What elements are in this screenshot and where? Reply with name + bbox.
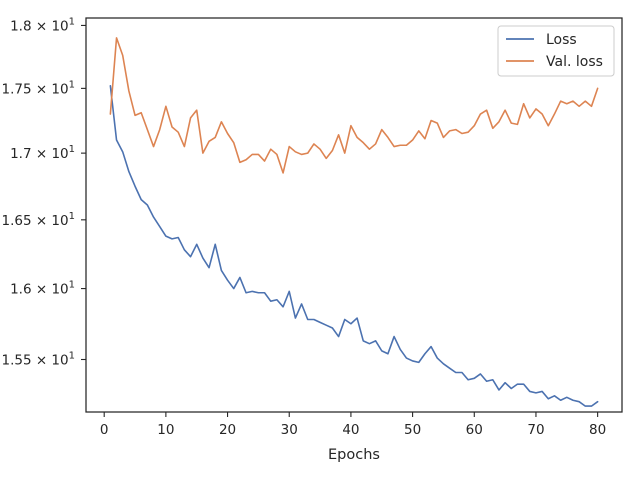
y-tick-label: 1.75 × 101 — [1, 79, 75, 97]
legend-label: Val. loss — [546, 54, 603, 70]
x-axis-label: Epochs — [328, 447, 380, 463]
x-tick-label: 10 — [157, 422, 174, 438]
x-tick-label: 80 — [589, 422, 606, 438]
y-tick-label: 1.65 × 101 — [1, 211, 75, 229]
series-line-0 — [109, 85, 599, 407]
x-tick-label: 20 — [219, 422, 236, 438]
x-tick-label: 30 — [281, 422, 298, 438]
y-tick-label: 1.7 × 101 — [10, 144, 75, 162]
x-tick-label: 40 — [342, 422, 359, 438]
y-tick-label: 1.55 × 101 — [1, 350, 75, 368]
series-line-1 — [109, 37, 599, 174]
y-tick-label: 1.8 × 101 — [10, 16, 75, 34]
x-tick-label: 50 — [404, 422, 421, 438]
plot-frame — [85, 17, 623, 413]
legend: Loss Val. loss — [497, 25, 615, 77]
x-tick-label: 60 — [466, 422, 483, 438]
x-tick-label: 70 — [527, 422, 544, 438]
y-axis: 1.55 × 101 1.6 × 101 1.65 × 101 1.7 × 101 1.… — [1, 16, 86, 368]
x-axis: 0 10 20 30 40 50 60 70 80 — [100, 412, 606, 438]
legend-label: Loss — [546, 32, 577, 48]
series-layer — [109, 37, 599, 407]
x-tick-label: 0 — [100, 422, 109, 438]
y-tick-label: 1.6 × 101 — [10, 280, 75, 298]
